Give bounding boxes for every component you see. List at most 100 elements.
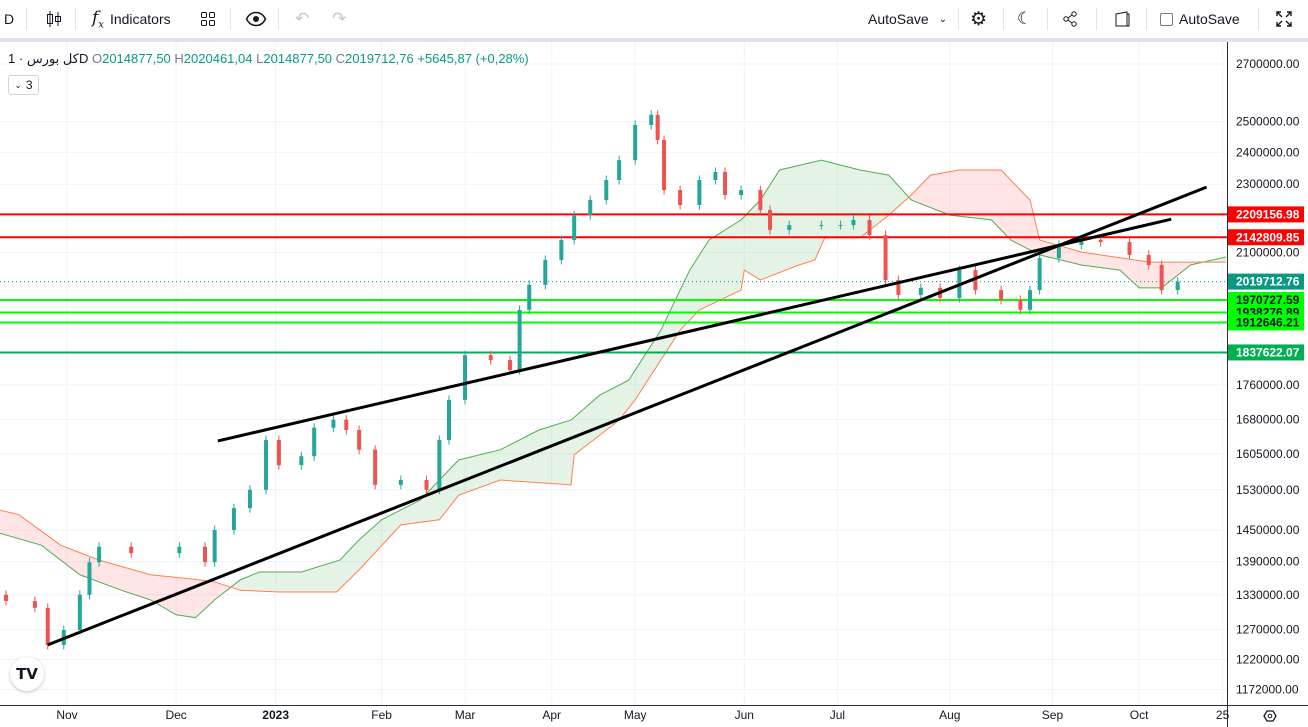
time-tick-label[interactable]: Jul xyxy=(830,708,845,722)
cloud-fill-segment xyxy=(368,528,372,560)
cloud-fill-segment xyxy=(484,452,488,486)
cloud-fill-segment xyxy=(1090,253,1095,267)
cloud-fill-segment xyxy=(256,572,260,592)
redo-button[interactable]: ↷ xyxy=(332,0,346,38)
high-value: 2020461,04 xyxy=(183,51,253,66)
cloud-fill-segment xyxy=(285,572,289,592)
time-tick-label[interactable]: Dec xyxy=(165,708,186,722)
time-tick-label[interactable]: Sep xyxy=(1042,708,1064,722)
cloud-fill-segment xyxy=(641,355,645,390)
cloud-fill-segment xyxy=(1103,255,1108,269)
cloud-fill-segment xyxy=(580,408,584,450)
cloud-fill-segment xyxy=(859,169,864,238)
axis-settings-button[interactable] xyxy=(1263,710,1277,722)
candle-down xyxy=(373,449,378,485)
cloud-fill-segment xyxy=(673,296,677,341)
cloud-fill-segment xyxy=(60,545,64,563)
cloud-fill-segment xyxy=(731,223,735,295)
cloud-fill-segment xyxy=(564,421,568,485)
time-tick-label[interactable]: Aug xyxy=(939,708,960,722)
share-button[interactable] xyxy=(1060,0,1080,38)
candle-up xyxy=(588,200,593,216)
templates-button[interactable] xyxy=(198,0,218,38)
candle-down xyxy=(767,210,772,230)
cloud-fill-segment xyxy=(606,390,610,431)
candle-up xyxy=(543,259,548,285)
grid xyxy=(0,42,1227,705)
symbol-name[interactable]: کل بورس xyxy=(26,51,79,66)
price-axis[interactable] xyxy=(1227,42,1308,705)
cloud-fill-segment xyxy=(115,564,119,590)
price-tick-label: 1330000.00 xyxy=(1236,588,1300,602)
upper-trendline[interactable] xyxy=(217,217,1172,443)
candle-down xyxy=(203,546,208,563)
time-tick-label[interactable]: Jun xyxy=(735,708,754,722)
cloud-fill-segment xyxy=(885,174,889,218)
cloud-fill-segment xyxy=(612,386,616,426)
open-key: O xyxy=(91,51,103,66)
cloud-fill-segment xyxy=(1145,261,1149,288)
cloud-fill-segment xyxy=(1129,259,1133,282)
cloud-fill-segment xyxy=(416,500,421,523)
cloud-fill-segment xyxy=(1007,176,1011,241)
undo-button[interactable]: ↶ xyxy=(295,0,309,38)
candle-up xyxy=(446,399,451,441)
notes-button[interactable] xyxy=(1112,0,1132,38)
cloud-fill-segment xyxy=(879,173,883,223)
cloud-fill-segment xyxy=(696,255,700,314)
cloud-fill-segment xyxy=(959,169,963,217)
cloud-fill-segment xyxy=(808,162,812,262)
price-chart[interactable]: 2700000.00 2500000.00 2400000.00 2300000.00… xyxy=(0,42,1308,727)
time-tick-label[interactable]: Oct xyxy=(1130,708,1149,722)
divider xyxy=(26,8,27,30)
time-tick-label[interactable]: Apr xyxy=(542,708,561,722)
price-tick-label: 1172000.00 xyxy=(1236,683,1299,697)
chart-type-button[interactable] xyxy=(44,0,64,38)
high-key: H xyxy=(174,51,184,66)
span-a-line xyxy=(0,159,1226,619)
candle-down xyxy=(973,270,978,291)
cloud-fill-segment xyxy=(384,516,388,543)
cloud-fill-segment xyxy=(651,340,655,375)
cloud-fill-segment xyxy=(891,178,896,213)
cloud-fill-segment xyxy=(821,160,825,246)
indicators-collapse-button[interactable]: ⌄ 3 xyxy=(8,75,39,95)
cloud-fill-segment xyxy=(278,572,283,592)
time-axis-labels[interactable]: Nov Dec 2023 Feb Mar Apr May Jun Jul Aug Sep Oct 25 xyxy=(56,708,1229,722)
time-tick-label[interactable]: 25 xyxy=(1216,708,1230,722)
cloud-fill-segment xyxy=(176,577,180,616)
candle-up xyxy=(299,456,304,466)
autosave-dropdown-label: AutoSave xyxy=(868,11,929,27)
cloud-fill-segment xyxy=(1023,193,1027,249)
time-tick-label[interactable]: Feb xyxy=(371,708,392,722)
cloud-fill-segment xyxy=(1068,248,1072,263)
cloud-fill-segment xyxy=(102,561,106,585)
theme-button[interactable]: ☾ xyxy=(1017,0,1032,38)
cloud-fill-segment xyxy=(917,185,921,204)
fullscreen-button[interactable] xyxy=(1274,0,1294,38)
candle-up xyxy=(97,546,102,563)
trend-lines[interactable] xyxy=(47,185,1208,647)
time-tick-label[interactable]: Mar xyxy=(455,708,476,722)
cloud-fill-segment xyxy=(2,510,7,535)
cloud-fill-segment xyxy=(1113,256,1117,270)
autosave-checkbox[interactable]: AutoSave xyxy=(1160,0,1240,38)
time-tick-label[interactable]: 2023 xyxy=(262,708,289,722)
tradingview-logo[interactable]: 𝗧𝗩 xyxy=(10,657,44,691)
cloud-fill-segment xyxy=(153,575,157,604)
symbol-search-button[interactable]: D xyxy=(4,0,14,38)
price-badges: 2209156.982142809.851970727.591938276.89… xyxy=(1228,206,1304,361)
time-tick-label[interactable]: May xyxy=(624,708,647,722)
indicators-button[interactable]: fx Indicators xyxy=(92,0,171,38)
visibility-button[interactable] xyxy=(245,0,267,38)
lower-trendline[interactable] xyxy=(47,185,1208,647)
cloud-fill-segment xyxy=(240,578,244,591)
settings-button[interactable]: ⚙ xyxy=(970,0,987,38)
cloud-fill-segment xyxy=(327,563,331,592)
cloud-fill-segment xyxy=(388,514,392,539)
tv-logo-icon: 𝗧𝗩 xyxy=(16,666,38,683)
cloud-fill-segment xyxy=(648,345,652,380)
time-tick-label[interactable]: Nov xyxy=(56,708,77,722)
autosave-dropdown[interactable]: AutoSave ⌄ xyxy=(868,0,947,38)
cloud-fill-segment xyxy=(741,216,745,291)
